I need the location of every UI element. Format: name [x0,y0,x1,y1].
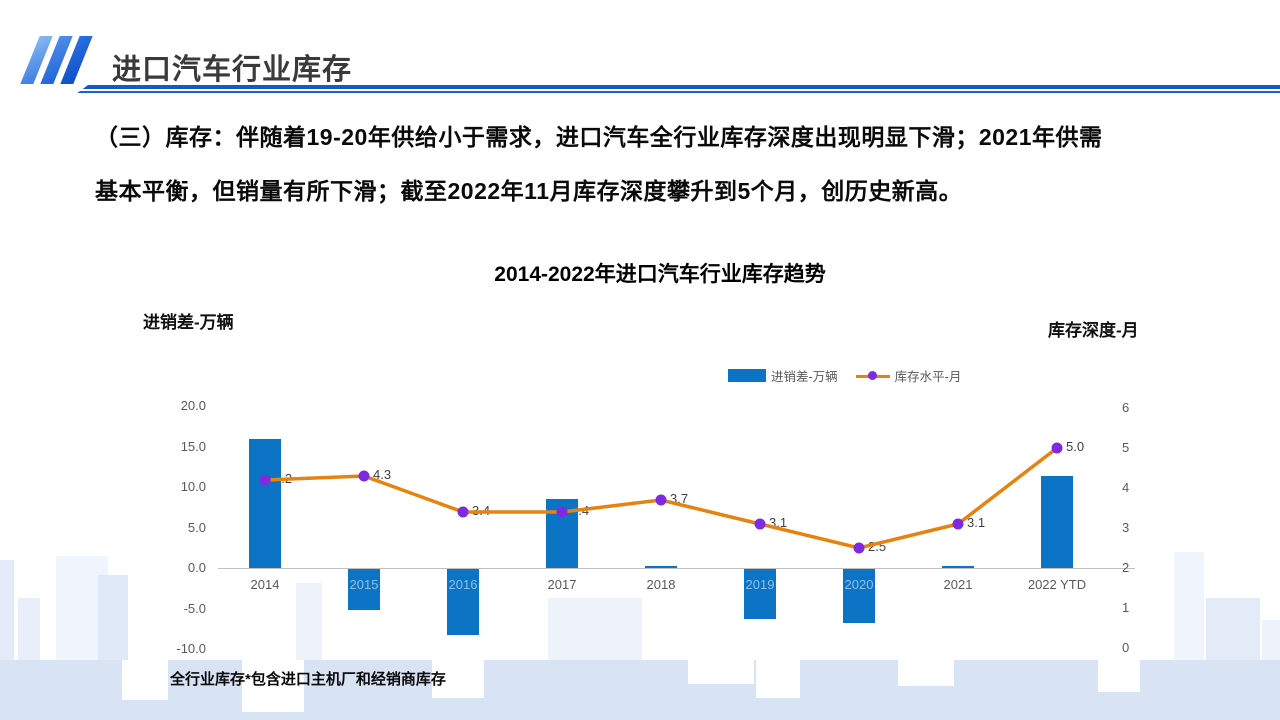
x-axis-label: 2014 [250,577,280,592]
skyline-gap [432,660,484,698]
line-point-label: 3.4 [472,503,491,518]
title-underline [76,85,1280,94]
left-axis-tick: 0.0 [187,560,206,575]
skyline-gap [242,660,304,712]
line-point-label: 5.0 [1066,439,1085,454]
bar-2020 [843,569,875,624]
bar-2017 [546,499,578,568]
legend-line-swatch-icon [855,370,890,382]
x-axis-label: 2019 [745,577,775,592]
line-point-label: 4.3 [373,467,392,482]
left-axis-tick: 10.0 [180,479,206,494]
chart-legend: 进销差-万辆 库存水平-月 [728,366,961,385]
right-axis-tick: 6 [1122,400,1130,415]
left-axis-tick: -5.0 [183,600,206,616]
x-axis-label: 2021 [943,577,973,592]
bar-2018 [645,565,677,568]
right-axis-tick: 2 [1122,560,1130,575]
x-axis-label: 2022 YTD [1027,577,1087,592]
legend-label-line: 库存水平-月 [894,370,962,384]
body-text-line-1: （三）库存：伴随着19-20年供给小于需求，进口汽车全行业库存深度出现明显下滑；… [95,124,1103,150]
line-point-label: 3.1 [967,515,986,530]
right-axis-tick: 0 [1122,640,1130,655]
left-axis-title: 进销差-万辆 [143,313,234,332]
x-axis-label: 2016 [448,577,478,592]
legend-item-line: 库存水平-月 [855,366,962,385]
bar-2019 [744,569,776,620]
skyline-building [296,583,322,660]
body-text-line-2: 基本平衡，但销量有所下滑；截至2022年11月库存深度攀升到5个月，创历史新高。 [95,178,963,204]
left-axis-tick: 5.0 [187,519,206,535]
x-axis-label: 2015 [349,577,379,592]
line-point-label: 2.5 [868,539,887,554]
bar-2021 [942,566,974,568]
right-axis-tick: 3 [1122,520,1130,535]
chart-title: 2014-2022年进口汽车行业库存趋势 [494,263,826,286]
legend-label-bar: 进销差-万辆 [771,370,838,384]
left-axis-tick: 15.0 [180,438,206,454]
line-point-label: 3.1 [769,515,788,530]
line-point-label: 3.7 [670,491,689,506]
logo-slashes-icon [20,36,93,84]
bar-2016 [447,569,479,635]
left-axis-tick: 20.0 [180,398,206,413]
skyline-band [0,660,1280,720]
skyline-gap [898,660,954,686]
bar-2015 [348,569,380,610]
x-axis-label: 2018 [646,577,676,592]
right-axis-tick: 1 [1122,600,1130,615]
skyline-building [548,598,642,660]
x-axis-label: 2020 [844,577,874,592]
skyline-gap [756,660,800,698]
legend-bar-swatch-icon [728,369,766,382]
skyline-gap [122,660,168,700]
x-axis-line [218,568,1135,569]
chart-footnote: 全行业库存*包含进口主机厂和经销商库存 [170,671,446,688]
x-axis-label: 2017 [547,577,577,592]
left-axis-tick: -10.0 [176,641,206,656]
right-axis-tick: 5 [1122,440,1130,455]
page-title: 进口汽车行业库存 [112,54,353,86]
skyline-gap [688,660,754,684]
skyline-gap [1098,660,1140,692]
bar-2014 [249,439,281,568]
legend-item-bar: 进销差-万辆 [728,366,838,385]
right-axis-tick: 4 [1122,480,1130,495]
bar-2022 YTD [1041,475,1073,568]
right-axis-title: 库存深度-月 [1048,321,1139,340]
